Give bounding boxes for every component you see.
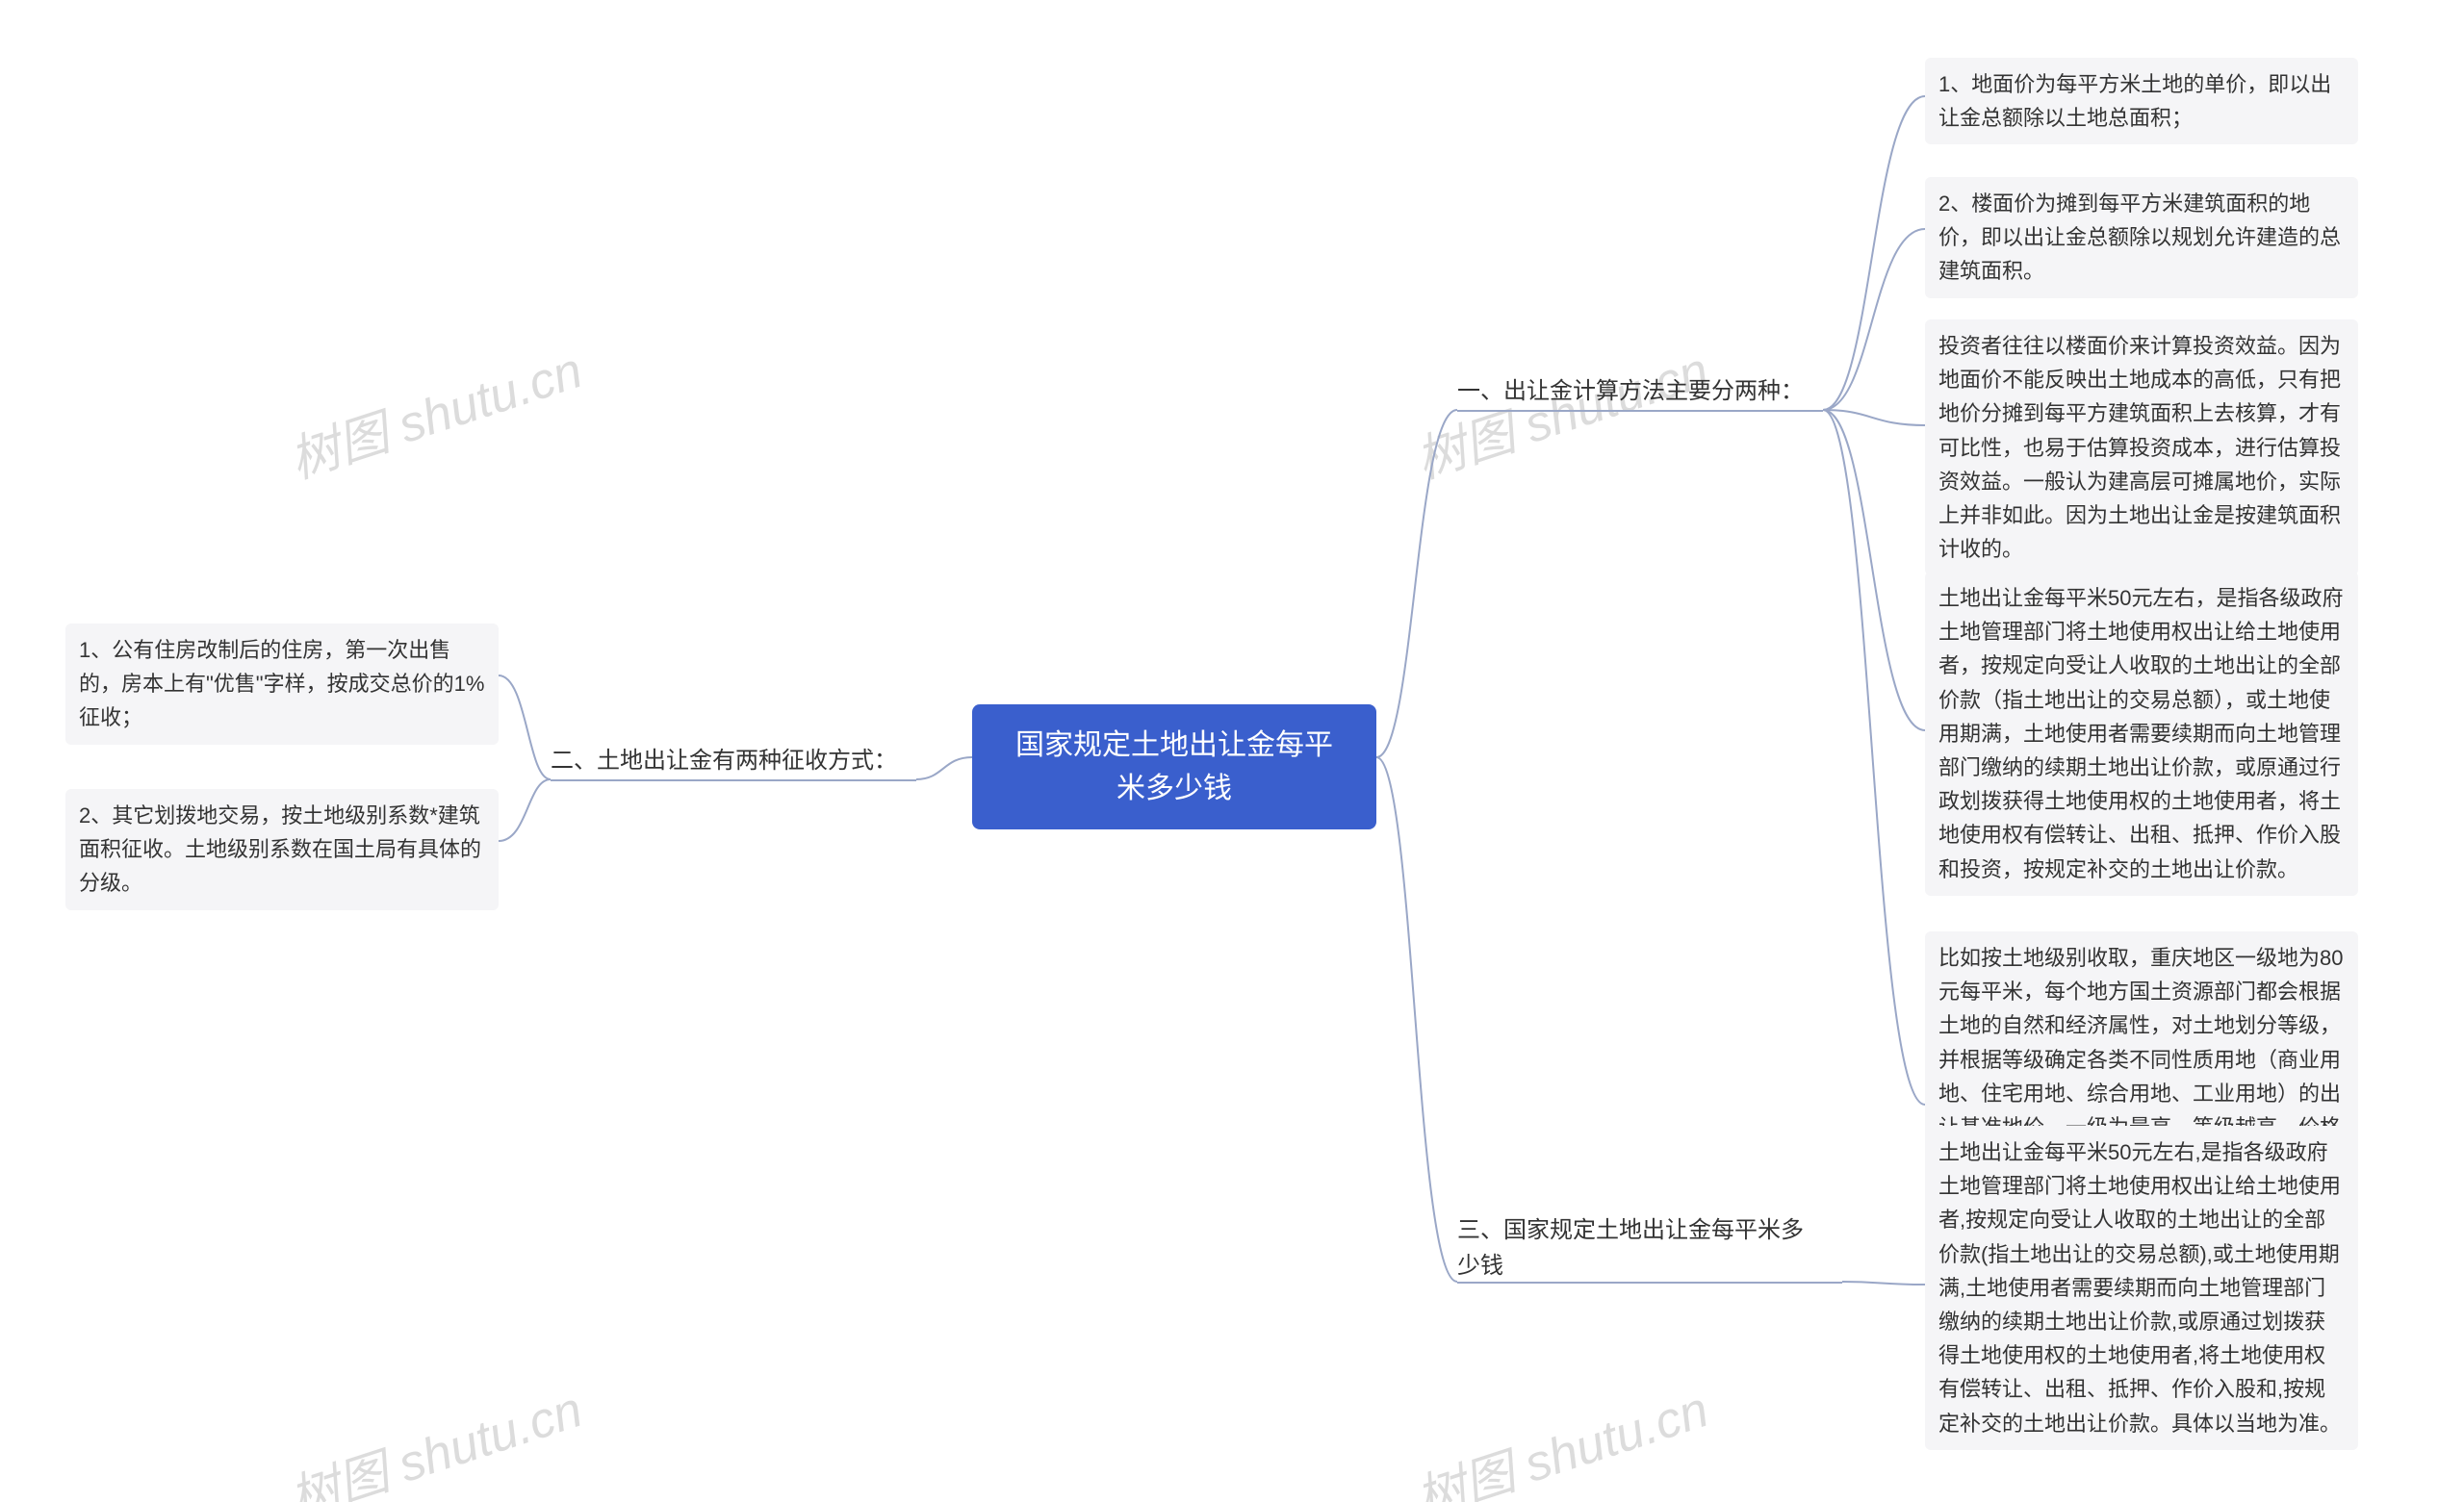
leaf-left-2: 2、其它划拨地交易，按土地级别系数*建筑面积征收。土地级别系数在国土局有具体的分… — [65, 789, 499, 910]
leaf-r3: 投资者往往以楼面价来计算投资效益。因为地面价不能反映出土地成本的高低，只有把地价… — [1925, 319, 2358, 575]
leaf-left-1: 1、公有住房改制后的住房，第一次出售的，房本上有"优售"字样，按成交总价的1%征… — [65, 624, 499, 745]
root-line2: 米多少钱 — [1116, 773, 1232, 804]
watermark: 树图 shutu.cn — [279, 330, 590, 493]
root-node: 国家规定土地出让金每平 米多少钱 — [972, 704, 1376, 829]
branch-left-label: 二、土地出让金有两种征收方式： — [551, 743, 916, 778]
branch-left-underline — [551, 779, 916, 781]
leaf-r4: 土地出让金每平米50元左右，是指各级政府土地管理部门将土地使用权出让给土地使用者… — [1925, 572, 2358, 896]
watermark: 树图 shutu.cn — [279, 1369, 590, 1502]
branch-right-2-line1: 三、国家规定土地出让金每平米多 — [1457, 1217, 1804, 1243]
branch-right-2-line2: 少钱 — [1457, 1253, 1503, 1279]
leaf-r6: 土地出让金每平米50元左右,是指各级政府土地管理部门将土地使用权出让给土地使用者… — [1925, 1126, 2358, 1450]
branch-right-1-underline — [1457, 410, 1823, 412]
branch-right-2-underline — [1457, 1282, 1842, 1284]
watermark: 树图 shutu.cn — [1405, 1369, 1716, 1502]
branch-right-2-label: 三、国家规定土地出让金每平米多 少钱 — [1457, 1212, 1842, 1284]
leaf-r1: 1、地面价为每平方米土地的单价，即以出让金总额除以土地总面积； — [1925, 58, 2358, 144]
root-line1: 国家规定土地出让金每平 — [1015, 729, 1333, 761]
branch-right-1-label: 一、出让金计算方法主要分两种： — [1457, 373, 1823, 409]
leaf-r2: 2、楼面价为摊到每平方米建筑面积的地价，即以出让金总额除以规划允许建造的总建筑面… — [1925, 177, 2358, 298]
